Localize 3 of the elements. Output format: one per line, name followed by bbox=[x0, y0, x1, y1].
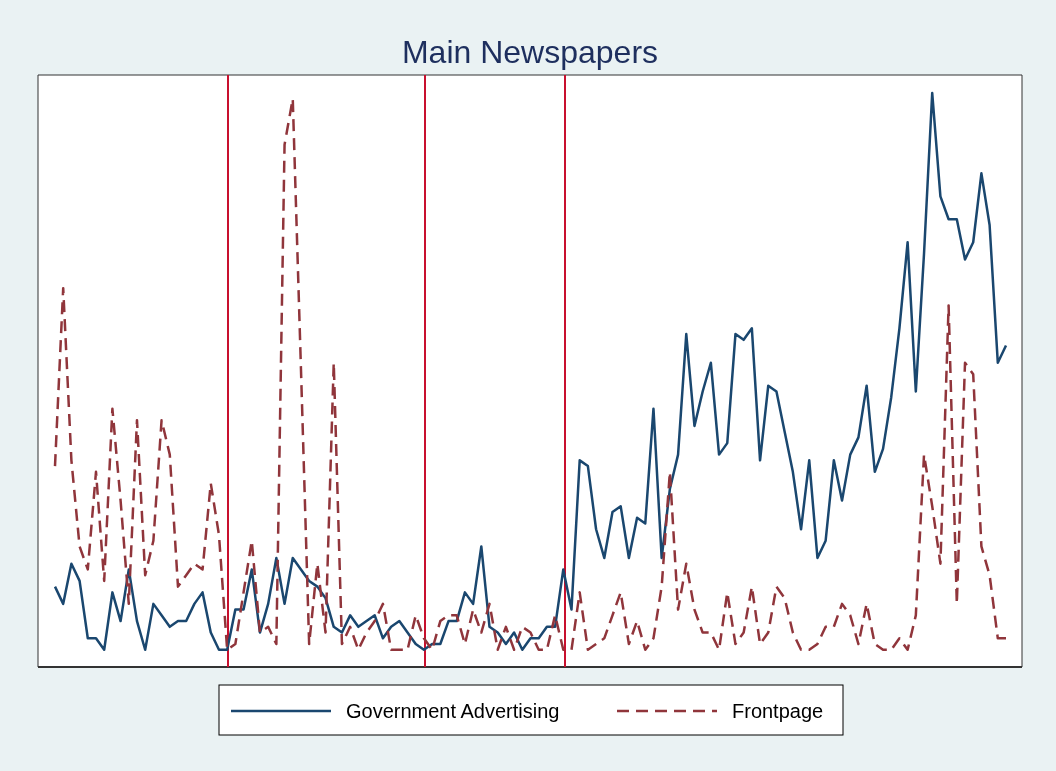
chart-title: Main Newspapers bbox=[401, 34, 659, 70]
legend-label: Frontpage bbox=[732, 700, 824, 722]
legend-label: Government Advertising bbox=[346, 700, 560, 722]
